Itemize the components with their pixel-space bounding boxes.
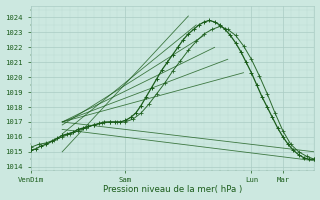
X-axis label: Pression niveau de la mer( hPa ): Pression niveau de la mer( hPa ) [103,185,242,194]
